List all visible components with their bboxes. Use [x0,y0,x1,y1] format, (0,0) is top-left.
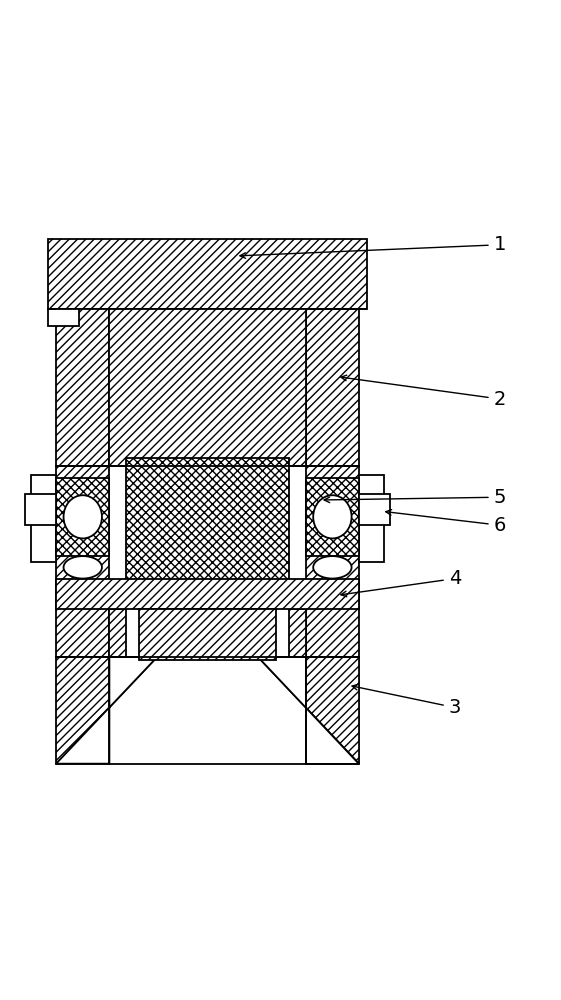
Text: 3: 3 [352,684,461,717]
Polygon shape [139,609,276,660]
Polygon shape [56,657,157,764]
Ellipse shape [313,556,352,579]
Polygon shape [109,309,306,466]
Polygon shape [31,475,56,562]
Polygon shape [56,309,109,466]
Text: 1: 1 [240,235,506,258]
Text: 4: 4 [341,569,461,597]
Polygon shape [56,579,359,609]
Text: 5: 5 [324,488,506,507]
Ellipse shape [313,495,352,538]
Polygon shape [109,609,126,657]
Polygon shape [56,478,109,556]
Polygon shape [258,657,359,764]
Ellipse shape [63,556,102,579]
Polygon shape [359,475,384,562]
Bar [48,309,79,326]
Polygon shape [56,466,109,657]
Polygon shape [258,657,359,764]
Polygon shape [25,494,56,525]
Polygon shape [56,657,157,764]
Ellipse shape [63,495,102,538]
Polygon shape [306,466,359,657]
Text: 2: 2 [341,375,506,409]
Polygon shape [289,609,306,657]
Polygon shape [306,309,359,466]
Polygon shape [48,239,367,309]
Polygon shape [126,458,289,607]
Text: 6: 6 [386,510,506,535]
Polygon shape [359,494,390,525]
Polygon shape [306,478,359,556]
